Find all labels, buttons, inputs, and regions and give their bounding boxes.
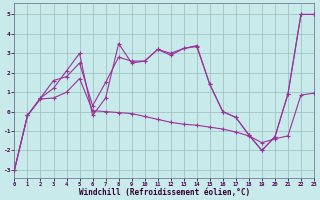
- X-axis label: Windchill (Refroidissement éolien,°C): Windchill (Refroidissement éolien,°C): [79, 188, 250, 197]
